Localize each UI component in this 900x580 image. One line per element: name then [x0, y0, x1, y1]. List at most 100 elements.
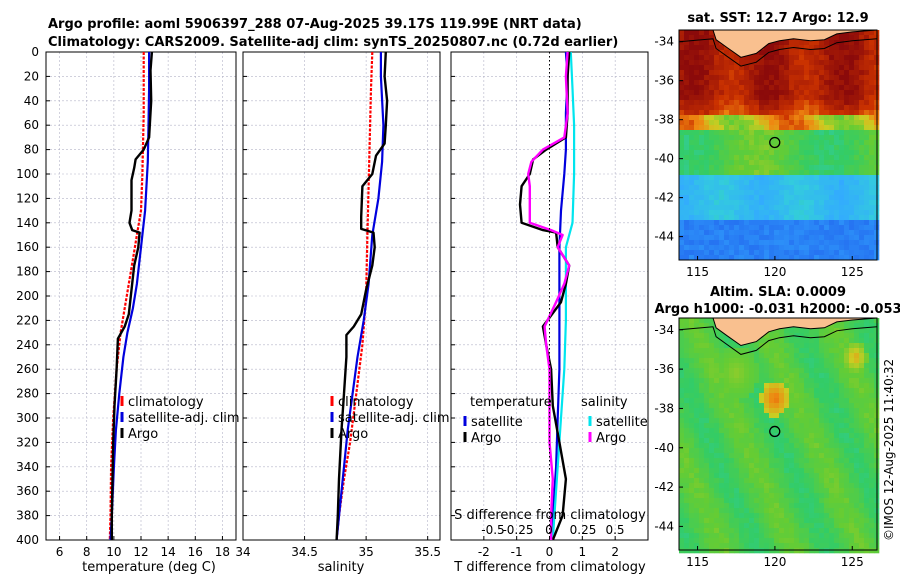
map-cell	[749, 518, 755, 524]
map-cell	[819, 240, 825, 246]
map-cell	[729, 155, 735, 161]
map-cell	[869, 458, 875, 464]
map-cell	[719, 255, 725, 261]
map-cell	[689, 75, 695, 81]
map-cell	[869, 428, 875, 434]
map-cell	[849, 140, 855, 146]
depth-tick-label: 220	[16, 313, 39, 327]
map-cell	[764, 135, 770, 141]
map-cell	[834, 105, 840, 111]
map-cell	[849, 498, 855, 504]
map-cell	[744, 398, 750, 404]
map-cell	[694, 333, 700, 339]
map-cell	[829, 120, 835, 126]
map-cell	[804, 433, 810, 439]
map-cell	[819, 468, 825, 474]
map-cell	[724, 185, 730, 191]
map-cell	[719, 245, 725, 251]
map-cell	[774, 453, 780, 459]
map-cell	[869, 80, 875, 86]
map-cell	[754, 130, 760, 136]
map-cell	[829, 145, 835, 151]
map-cell	[814, 438, 820, 444]
map-cell	[819, 80, 825, 86]
map-cell	[699, 110, 705, 116]
map-cell	[749, 533, 755, 539]
map-cell	[704, 120, 710, 126]
map-cell	[819, 65, 825, 71]
map-cell	[854, 358, 860, 364]
map-cell	[694, 100, 700, 106]
map-cell	[869, 533, 875, 539]
map-cell	[714, 90, 720, 96]
map-cell	[829, 328, 835, 334]
map-cell	[854, 538, 860, 544]
map-cell	[809, 50, 815, 56]
map-cell	[824, 240, 830, 246]
map-cell	[754, 120, 760, 126]
map-cell	[854, 210, 860, 216]
map-cell	[699, 60, 705, 66]
map-cell	[794, 120, 800, 126]
map-cell	[799, 115, 805, 121]
map-cell	[734, 538, 740, 544]
map-cell	[829, 160, 835, 166]
map-cell	[809, 95, 815, 101]
map-cell	[699, 468, 705, 474]
map-cell	[789, 358, 795, 364]
map-cell	[829, 528, 835, 534]
map-cell	[804, 498, 810, 504]
map-cell	[774, 120, 780, 126]
map-cell	[834, 60, 840, 66]
map-cell	[704, 225, 710, 231]
map-cell	[854, 513, 860, 519]
map-cell	[689, 348, 695, 354]
map-cell	[699, 458, 705, 464]
map-cell	[719, 368, 725, 374]
map-cell	[774, 328, 780, 334]
map-cell	[784, 250, 790, 256]
map-cell	[849, 75, 855, 81]
map-cell	[794, 513, 800, 519]
map-cell	[849, 363, 855, 369]
map-cell	[779, 503, 785, 509]
map-cell	[789, 538, 795, 544]
map-cell	[824, 458, 830, 464]
map-cell	[684, 483, 690, 489]
map-cell	[764, 150, 770, 156]
map-cell	[689, 318, 695, 324]
map-cell	[709, 220, 715, 226]
map-cell	[789, 413, 795, 419]
map-cell	[834, 65, 840, 71]
map-cell	[719, 210, 725, 216]
map-cell	[709, 35, 715, 41]
map-cell	[869, 448, 875, 454]
map-cell	[719, 373, 725, 379]
map-cell	[724, 443, 730, 449]
map-cell	[754, 423, 760, 429]
map-cell	[839, 230, 845, 236]
map-cell	[869, 35, 875, 41]
map-cell	[729, 388, 735, 394]
map-cell	[769, 70, 775, 76]
map-cell	[784, 160, 790, 166]
map-cell	[689, 30, 695, 36]
salinity-series-argo	[335, 51, 389, 541]
map-cell	[709, 363, 715, 369]
map-cell	[739, 230, 745, 236]
difference-xlabel: T difference from climatology	[453, 560, 646, 575]
map-cell	[724, 140, 730, 146]
map-cell	[734, 175, 740, 181]
map-cell	[809, 358, 815, 364]
map-cell	[824, 225, 830, 231]
map-cell	[839, 100, 845, 106]
map-cell	[699, 100, 705, 106]
map-cell	[809, 125, 815, 131]
map-cell	[799, 363, 805, 369]
map-cell	[679, 80, 685, 86]
map-cell	[794, 533, 800, 539]
map-cell	[809, 418, 815, 424]
map-cell	[724, 483, 730, 489]
map-cell	[834, 433, 840, 439]
map-cell	[699, 235, 705, 241]
